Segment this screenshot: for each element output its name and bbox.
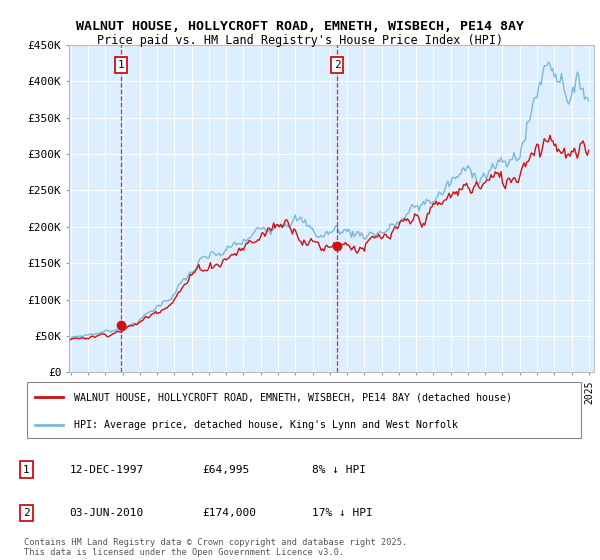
Text: 1: 1 xyxy=(118,60,125,70)
Text: Price paid vs. HM Land Registry's House Price Index (HPI): Price paid vs. HM Land Registry's House … xyxy=(97,34,503,46)
Text: 17% ↓ HPI: 17% ↓ HPI xyxy=(311,508,372,518)
Text: 1: 1 xyxy=(23,464,30,474)
Text: 12-DEC-1997: 12-DEC-1997 xyxy=(70,464,144,474)
Text: £174,000: £174,000 xyxy=(202,508,256,518)
Text: WALNUT HOUSE, HOLLYCROFT ROAD, EMNETH, WISBECH, PE14 8AY: WALNUT HOUSE, HOLLYCROFT ROAD, EMNETH, W… xyxy=(76,20,524,32)
Text: 2: 2 xyxy=(23,508,30,518)
Text: 03-JUN-2010: 03-JUN-2010 xyxy=(70,508,144,518)
Text: £64,995: £64,995 xyxy=(202,464,250,474)
FancyBboxPatch shape xyxy=(27,382,581,438)
Text: Contains HM Land Registry data © Crown copyright and database right 2025.
This d: Contains HM Land Registry data © Crown c… xyxy=(24,538,407,557)
Text: 8% ↓ HPI: 8% ↓ HPI xyxy=(311,464,365,474)
Text: 2: 2 xyxy=(334,60,340,70)
Text: HPI: Average price, detached house, King's Lynn and West Norfolk: HPI: Average price, detached house, King… xyxy=(74,420,458,430)
Text: WALNUT HOUSE, HOLLYCROFT ROAD, EMNETH, WISBECH, PE14 8AY (detached house): WALNUT HOUSE, HOLLYCROFT ROAD, EMNETH, W… xyxy=(74,392,512,402)
